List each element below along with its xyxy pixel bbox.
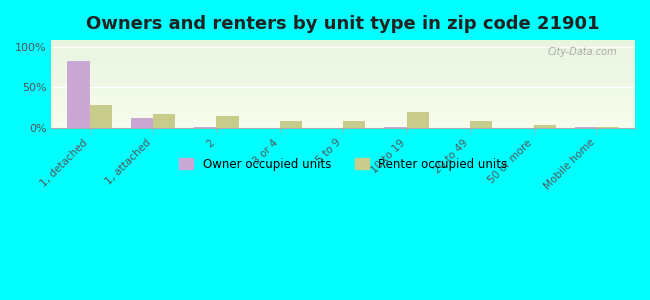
Bar: [280, 121, 302, 128]
Text: City-Data.com: City-Data.com: [548, 47, 617, 57]
Bar: [575, 127, 597, 128]
Bar: [90, 105, 112, 128]
Bar: [68, 61, 90, 128]
Bar: [131, 118, 153, 128]
Bar: [407, 112, 429, 128]
Bar: [216, 116, 239, 128]
Bar: [343, 121, 365, 128]
Bar: [153, 114, 175, 128]
Legend: Owner occupied units, Renter occupied units: Owner occupied units, Renter occupied un…: [174, 153, 512, 175]
Bar: [470, 121, 492, 128]
Title: Owners and renters by unit type in zip code 21901: Owners and renters by unit type in zip c…: [86, 15, 600, 33]
Bar: [534, 125, 556, 128]
